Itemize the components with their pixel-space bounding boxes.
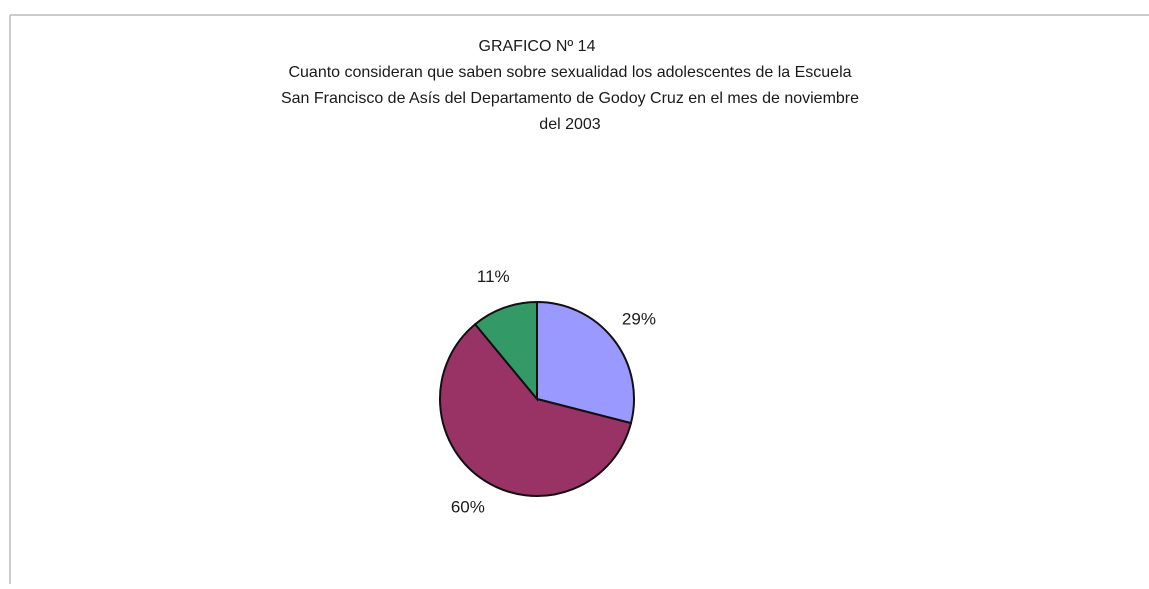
subtitle-line: San Francisco de Asís del Departamento d… bbox=[281, 90, 859, 107]
pie-slice bbox=[473, 300, 538, 402]
pie-slice bbox=[439, 322, 633, 497]
data-label: 29% bbox=[622, 309, 656, 328]
pie-slice bbox=[536, 300, 635, 425]
pie: 29% 60% 11% bbox=[439, 267, 656, 516]
subtitle: Cuanto consideran que saben sobre sexual… bbox=[281, 64, 859, 133]
subtitle-line: Cuanto consideran que saben sobre sexual… bbox=[288, 64, 851, 81]
subtitle-line: del 2003 bbox=[539, 116, 600, 133]
data-label: 11% bbox=[477, 267, 510, 286]
chart-title: GRAFICO Nº 14 bbox=[479, 38, 596, 55]
data-label: 60% bbox=[451, 497, 485, 516]
